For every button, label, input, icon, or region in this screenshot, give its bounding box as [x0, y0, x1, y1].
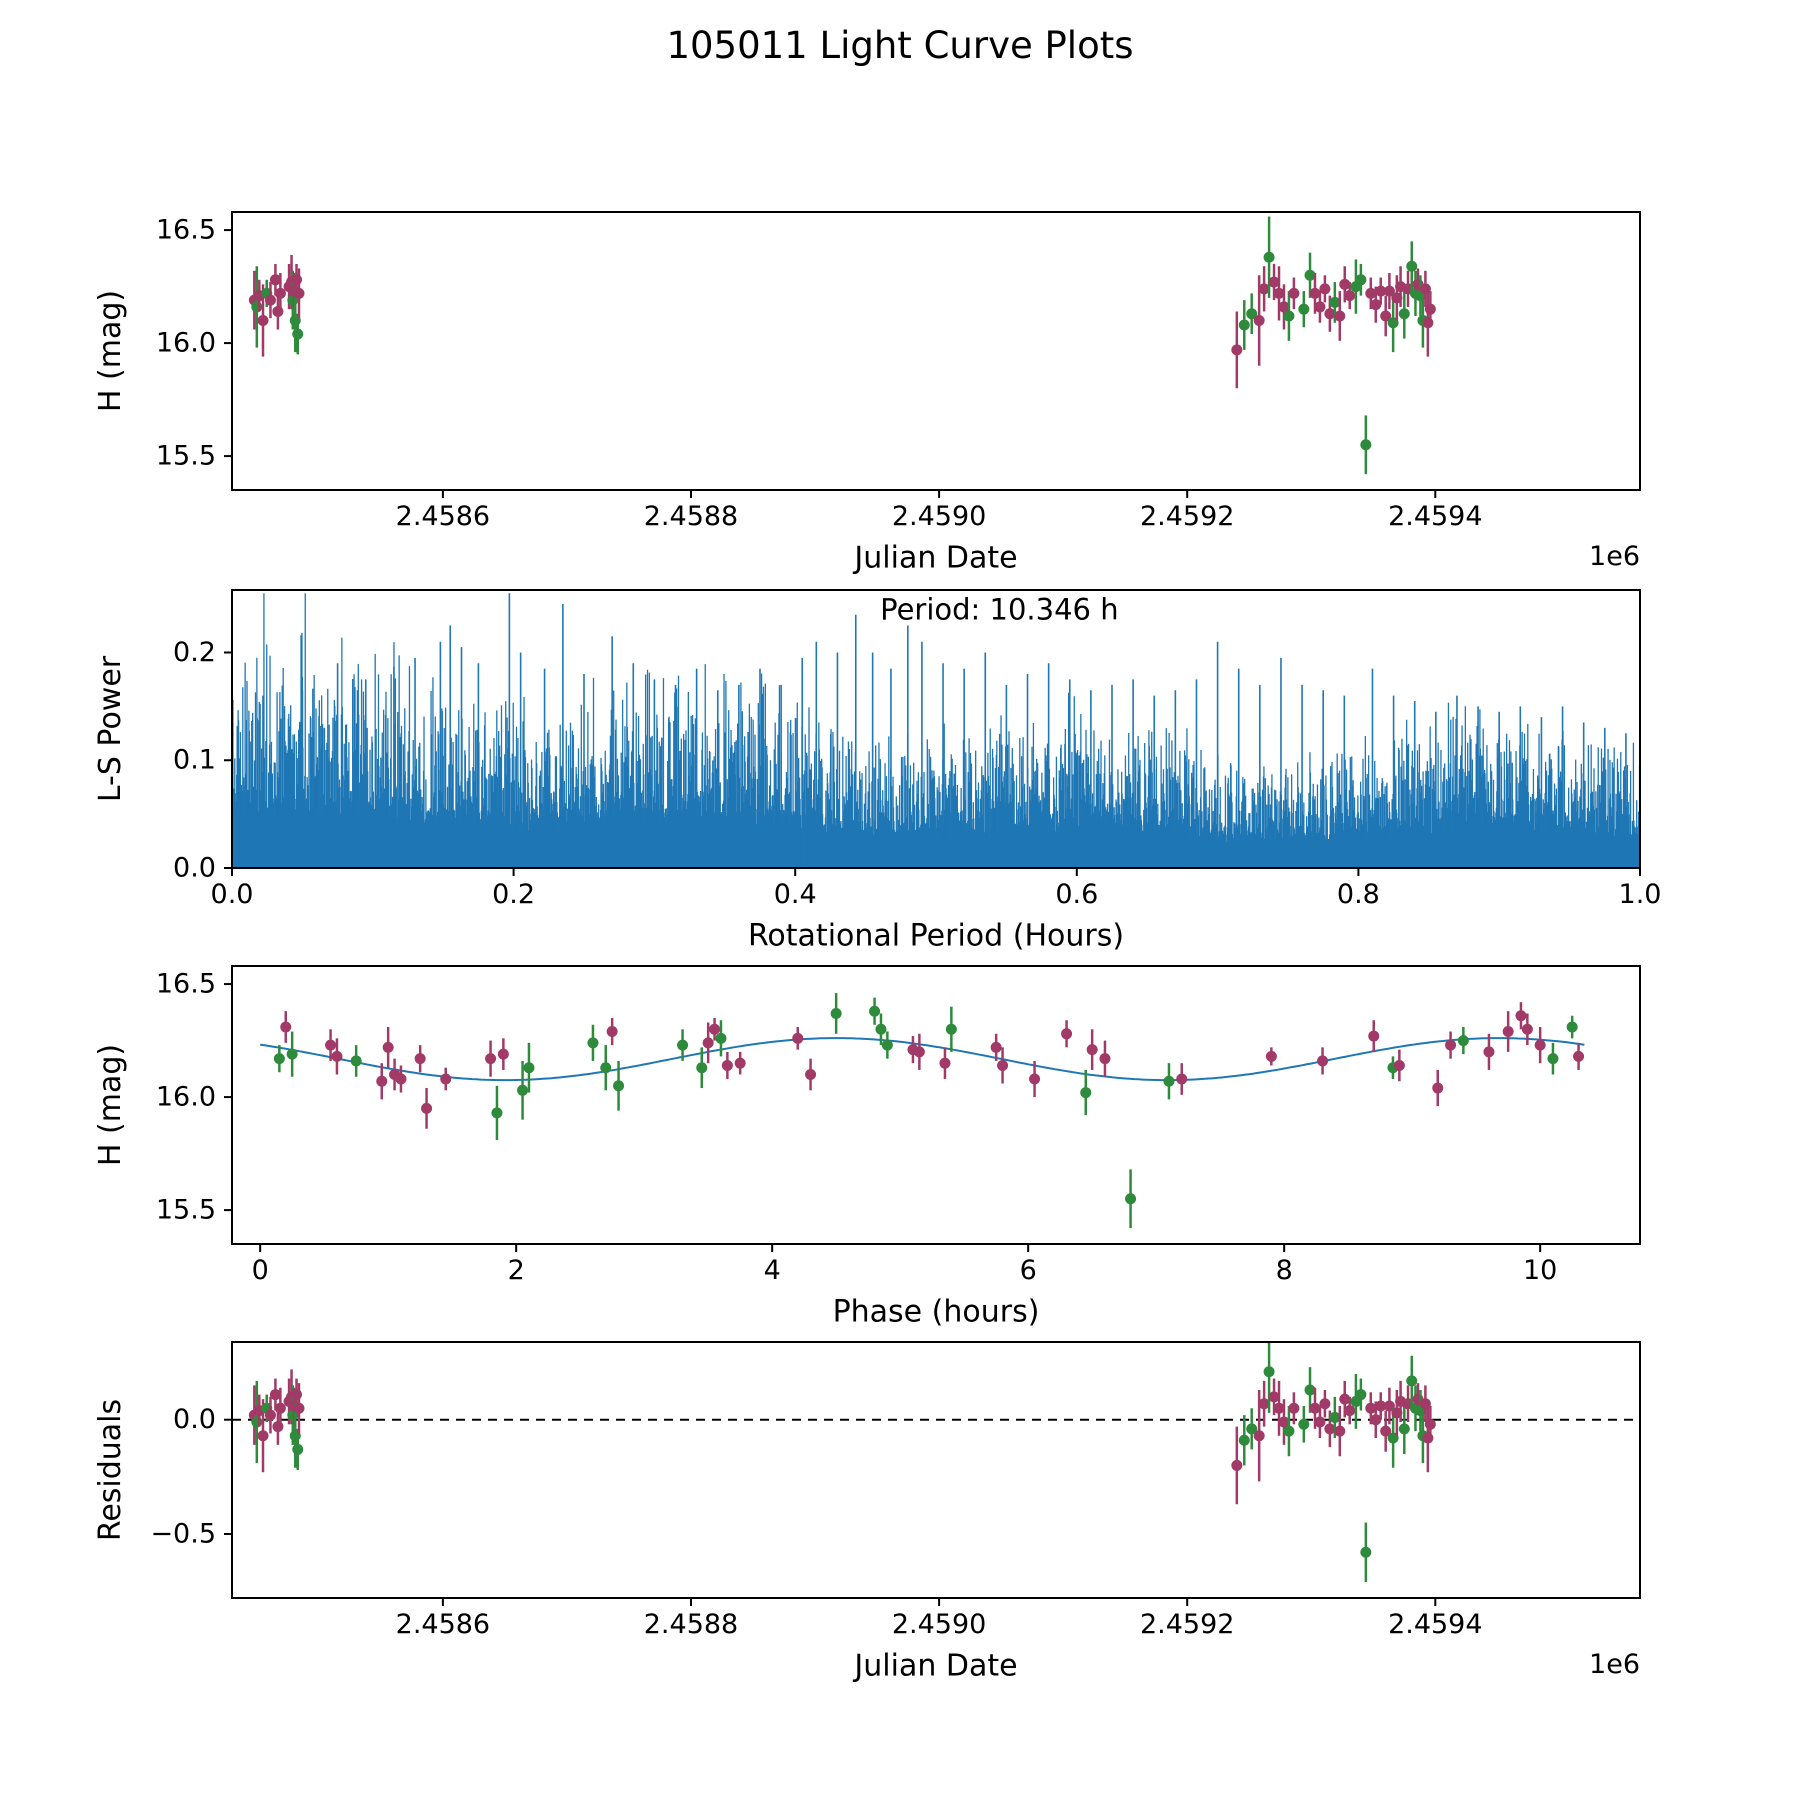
svg-text:1e6: 1e6 — [1589, 541, 1640, 572]
svg-text:0.0: 0.0 — [211, 879, 254, 910]
svg-text:0.0: 0.0 — [173, 1404, 216, 1435]
svg-text:Period: 10.346 h: Period: 10.346 h — [880, 593, 1119, 627]
svg-text:0.0: 0.0 — [173, 853, 216, 884]
svg-text:10: 10 — [1523, 1255, 1557, 1286]
svg-text:16.0: 16.0 — [156, 328, 216, 359]
svg-text:16.0: 16.0 — [156, 1082, 216, 1113]
svg-text:2.4586: 2.4586 — [396, 1609, 490, 1640]
svg-text:0.2: 0.2 — [492, 879, 535, 910]
svg-text:L-S Power: L-S Power — [93, 655, 128, 802]
svg-text:0.2: 0.2 — [173, 637, 216, 668]
svg-text:Julian Date: Julian Date — [852, 1649, 1017, 1684]
svg-text:−0.5: −0.5 — [150, 1519, 216, 1550]
phase_lightcurve-panel: 0 2 4 6 8 10 15.5 16.0 16.5 Phase (hours) H (mag) — [93, 965, 1641, 1330]
svg-text:0.6: 0.6 — [1055, 879, 1098, 910]
svg-text:6: 6 — [1020, 1255, 1037, 1286]
svg-text:2.4588: 2.4588 — [644, 501, 738, 532]
svg-text:15.5: 15.5 — [156, 1195, 216, 1226]
svg-text:H (mag): H (mag) — [93, 290, 128, 412]
svg-text:2.4594: 2.4594 — [1388, 501, 1482, 532]
svg-text:16.5: 16.5 — [156, 969, 216, 1000]
svg-text:2.4592: 2.4592 — [1140, 1609, 1234, 1640]
svg-text:2.4590: 2.4590 — [892, 501, 986, 532]
svg-text:2.4594: 2.4594 — [1388, 1609, 1482, 1640]
svg-text:1.0: 1.0 — [1619, 879, 1662, 910]
ls_periodogram-panel: 0.0 0.2 0.4 0.6 0.8 1.0 0.0 0.1 0.2 Rotational Pe… — [93, 589, 1662, 954]
svg-text:0: 0 — [252, 1255, 269, 1286]
svg-text:16.5: 16.5 — [156, 215, 216, 246]
svg-text:H (mag): H (mag) — [93, 1044, 128, 1166]
svg-text:8: 8 — [1276, 1255, 1293, 1286]
jd_lightcurve-panel: 2.4586 2.4588 2.4590 2.4592 2.4594 15.5 16.0 16… — [93, 211, 1641, 576]
svg-text:Rotational Period (Hours): Rotational Period (Hours) — [748, 919, 1124, 954]
svg-text:2.4588: 2.4588 — [644, 1609, 738, 1640]
svg-text:0.8: 0.8 — [1337, 879, 1380, 910]
svg-text:2.4592: 2.4592 — [1140, 501, 1234, 532]
svg-text:Phase (hours): Phase (hours) — [833, 1295, 1040, 1330]
svg-text:2.4586: 2.4586 — [396, 501, 490, 532]
svg-text:0.4: 0.4 — [774, 879, 817, 910]
svg-text:2.4590: 2.4590 — [892, 1609, 986, 1640]
figure-title: 105011 Light Curve Plots — [666, 24, 1134, 67]
svg-text:2: 2 — [508, 1255, 525, 1286]
svg-text:0.1: 0.1 — [173, 745, 216, 776]
svg-text:1e6: 1e6 — [1589, 1649, 1640, 1680]
residuals-panel: 2.4586 2.4588 2.4590 2.4592 2.4594 −0.5 0.0 Jul… — [93, 1341, 1641, 1684]
svg-text:15.5: 15.5 — [156, 441, 216, 472]
svg-text:Residuals: Residuals — [93, 1399, 128, 1541]
svg-text:4: 4 — [764, 1255, 781, 1286]
svg-text:Julian Date: Julian Date — [852, 541, 1017, 576]
